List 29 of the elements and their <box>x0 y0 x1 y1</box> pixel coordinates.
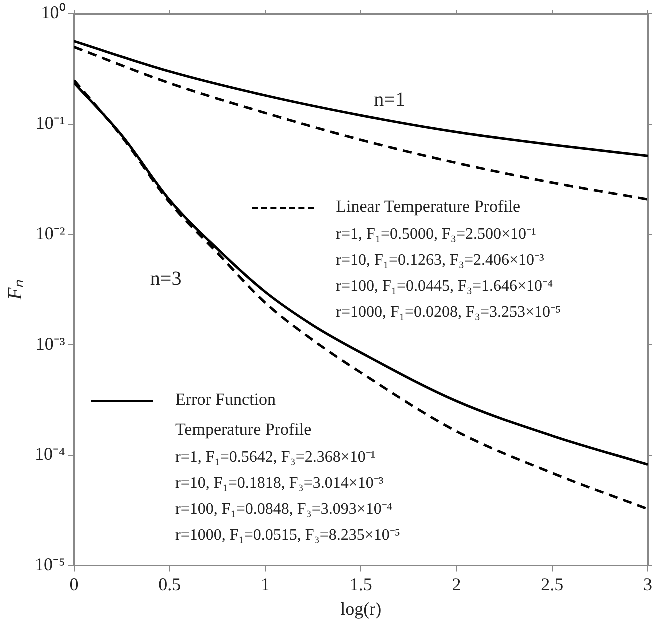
annotation: r=1000, F₁=0.0208, F₃=3.253×10⁻⁵ <box>336 303 562 324</box>
x-tick-label: 2 <box>452 574 462 594</box>
x-tick-label: 3 <box>644 574 652 594</box>
x-tick-label: 2.5 <box>541 574 564 594</box>
y-tick-label: 10⁻³ <box>36 334 66 354</box>
annotation: r=100, F₁=0.0848, F₃=3.093×10⁻⁴ <box>175 500 394 520</box>
y-tick-label: 10⁻² <box>36 223 66 244</box>
y-tick-label: 10⁻⁴ <box>34 444 66 464</box>
annotation: r=1000, F₁=0.0515, F₃=8.235×10⁻⁵ <box>175 526 400 546</box>
legend-label: Error Function Temperature Profile <box>175 389 313 442</box>
x-tick-label: 1 <box>261 574 270 594</box>
y-tick-label: 10⁻¹ <box>36 113 66 134</box>
annotation: r=1, F₁=0.5642, F₃=2.368×10⁻¹ <box>175 448 377 468</box>
annotation: n=3 <box>150 268 182 290</box>
annotation: r=100, F₁=0.0445, F₃=1.646×10⁻⁴ <box>336 277 554 298</box>
x-tick-label: 1.5 <box>350 574 372 594</box>
y-axis-title: Fₙ <box>4 280 26 302</box>
x-tick-label: 0.5 <box>158 574 182 594</box>
y-tick-label: 10⁻⁵ <box>34 554 66 575</box>
legend-label: Linear Temperature Profile <box>336 196 522 218</box>
annotation: r=10, F₁=0.1818, F₃=3.014×10⁻³ <box>175 474 385 494</box>
x-axis-title: log(r) <box>340 598 382 619</box>
annotation: r=10, F₁=0.1263, F₃=2.406×10⁻³ <box>336 251 546 272</box>
annotation: n=1 <box>374 88 406 111</box>
x-tick-label: 0 <box>70 574 79 594</box>
line-series <box>74 46 648 201</box>
line-series <box>74 40 648 158</box>
y-tick-label: 10⁰ <box>41 2 66 23</box>
annotation: r=1, F₁=0.5000, F₃=2.500×10⁻¹ <box>336 225 538 246</box>
